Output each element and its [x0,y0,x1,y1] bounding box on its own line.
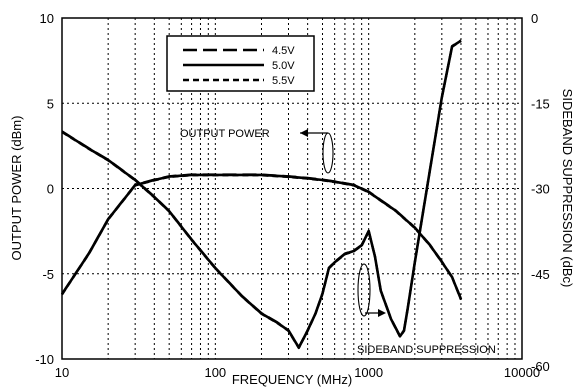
annotation-sideband-ellipse [357,263,371,317]
x-axis-title: FREQUENCY (MHz) [232,372,352,387]
y-axis-left-title: OUTPUT POWER (dBm) [9,116,24,261]
y-left-tick-label: 10 [40,11,54,26]
annotation-output-power: OUTPUT POWER [180,128,270,140]
legend-box [166,35,315,92]
y-axis-right-title: SIDEBAND SUPPRESSION (dBc) [560,89,575,288]
series-group [60,39,463,350]
x-tick-label: 100 [204,365,226,380]
x-tick-label: 10 [55,365,69,380]
x-tick-label: 10000 [504,365,540,380]
annotation-sideband-arrowhead [378,309,386,317]
y-left-tick-label: 0 [47,182,54,197]
legend: 4.5V 5.0V 5.5V [166,35,315,92]
tick-labels: 10 100 1000 10000 -10 -5 0 5 10 -60 -45 -30 -15 0 [35,11,550,380]
legend-label-5-5v: 5.5V [272,75,295,87]
y-right-tick-label: -60 [531,359,550,374]
plot-frame [61,17,523,360]
legend-label-4-5v: 4.5V [272,45,295,57]
y-right-tick-label: -15 [531,96,550,111]
y-left-tick-label: -10 [35,352,54,367]
annotations: OUTPUT POWER SIDEBAND SUPPRESSION [180,128,496,356]
annotation-output-power-ellipse [322,132,334,174]
legend-label-5-0v: 5.0V [272,60,295,72]
y-left-tick-label: -5 [42,267,54,282]
annotation-sideband-suppression: SIDEBAND SUPPRESSION [357,344,496,356]
y-right-tick-label: -30 [531,182,550,197]
y-left-tick-label: 5 [47,96,54,111]
annotation-output-power-arrowhead [300,129,308,137]
grid [62,18,522,359]
x-tick-label: 1000 [354,365,383,380]
y-right-tick-label: 0 [531,11,538,26]
y-right-tick-label: -45 [531,267,550,282]
